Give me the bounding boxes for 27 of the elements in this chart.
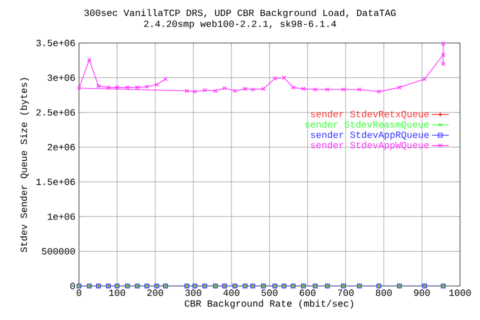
x-tick-label: 700 — [338, 290, 354, 296]
chart-title: 300sec VanillaTCP DRS, UDP CBR Background Load, DataTAG — [84, 9, 396, 18]
legend-label: sender StdevReasmQueue — [305, 120, 429, 130]
y-tick-label: 500000 — [42, 248, 75, 254]
x-tick-label: 500 — [262, 290, 278, 296]
x-tick-label: 200 — [147, 290, 164, 296]
x-tick-label: 1000 — [449, 290, 471, 296]
chart-subtitle: 2.4.20smp web100-2.2.1, sk98-6.1.4 — [144, 20, 336, 29]
x-tick-label: 600 — [300, 290, 316, 296]
legend-label: sender StdevAppRQueue — [310, 131, 429, 140]
legend-label: sender StdevRetxQueue — [310, 110, 429, 120]
y-tick-label: 1.5e+06 — [36, 178, 75, 186]
x-tick-label: 0 — [76, 290, 82, 296]
y-tick-label: 1e+06 — [48, 213, 75, 220]
x-tick-label: 400 — [223, 290, 240, 296]
y-tick-label: 0 — [70, 282, 75, 290]
legend-label: sender StdevAppWQueue — [310, 141, 429, 150]
x-tick-label: 900 — [414, 290, 430, 296]
x-tick-label: 800 — [376, 290, 392, 296]
y-tick-label: 2.5e+06 — [36, 109, 75, 116]
x-tick-label: 100 — [109, 290, 126, 296]
y-axis-title: Stdev Sender Queue Size (bytes) — [20, 78, 29, 252]
y-tick-label: 2e+06 — [48, 144, 75, 150]
y-tick-label: 3.5e+06 — [36, 40, 75, 46]
y-tick-label: 3e+06 — [48, 74, 75, 81]
x-tick-label: 300 — [185, 290, 202, 296]
x-axis-title: CBR Background Rate (mbit/sec) — [184, 300, 354, 309]
